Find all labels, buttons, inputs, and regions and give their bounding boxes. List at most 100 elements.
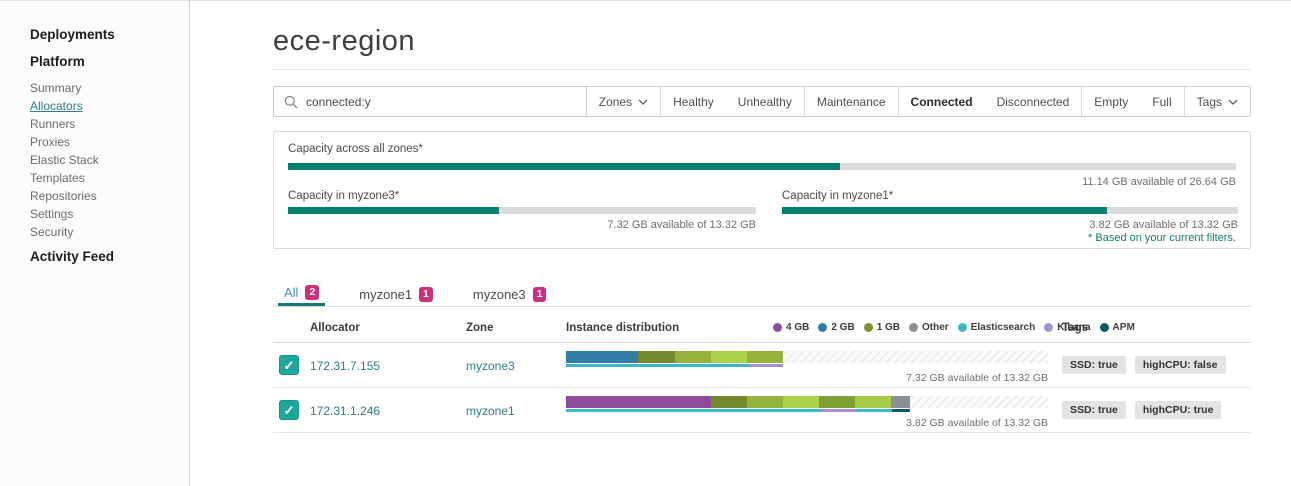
- unhealthy-filter-button[interactable]: Unhealthy: [726, 87, 804, 116]
- distribution-segment: [674, 351, 711, 363]
- capacity-myzone1-label: Capacity in myzone1*: [782, 190, 894, 202]
- tags-cell: SSD: true highCPU: true: [1062, 401, 1222, 419]
- distribution-segment: [891, 396, 910, 408]
- tag-pill: SSD: true: [1062, 401, 1126, 419]
- connected-filter-button[interactable]: Connected: [899, 87, 985, 116]
- tab-myzone1[interactable]: myzone1 1: [353, 280, 439, 306]
- row-available-text: 7.32 GB available of 13.32 GB: [906, 372, 1048, 384]
- platform-nav: Summary Allocators Runners Proxies Elast…: [30, 79, 189, 241]
- distribution-segments: [566, 396, 910, 408]
- zone-link[interactable]: myzone1: [466, 404, 515, 418]
- full-filter-button[interactable]: Full: [1140, 87, 1183, 116]
- row-checkbox[interactable]: ✓: [279, 400, 299, 420]
- distribution-segment: [746, 351, 783, 363]
- sidebar-item-activity-feed[interactable]: Activity Feed: [30, 249, 115, 264]
- sidebar: Deployments Platform Summary Allocators …: [0, 1, 190, 486]
- tab-all[interactable]: All 2: [278, 280, 326, 306]
- distribution-segment: [746, 396, 783, 408]
- maintenance-filter-button[interactable]: Maintenance: [805, 87, 898, 116]
- legend-item-1gb: 1 GB: [863, 322, 900, 333]
- tags-filter-button[interactable]: Tags: [1185, 87, 1250, 116]
- sidebar-item-templates[interactable]: Templates: [30, 171, 85, 185]
- table-header: Allocator Zone Instance distribution 4 G…: [273, 307, 1251, 343]
- sidebar-item-repositories[interactable]: Repositories: [30, 189, 97, 203]
- legend-item-elasticsearch: Elasticsearch: [957, 322, 1035, 333]
- tag-pill: highCPU: true: [1134, 401, 1222, 419]
- distribution-segment: [710, 396, 747, 408]
- sidebar-item-summary[interactable]: Summary: [30, 81, 82, 95]
- disconnected-filter-button[interactable]: Disconnected: [985, 87, 1082, 116]
- distribution-segments: [566, 351, 783, 363]
- zone-tabs: All 2 myzone1 1 myzone3 1: [273, 280, 1251, 307]
- filter-group-zones: Zones: [587, 87, 660, 116]
- legend-dot-icon: [957, 323, 967, 332]
- sidebar-item-settings[interactable]: Settings: [30, 207, 74, 221]
- legend-dot-icon: [909, 323, 919, 332]
- tab-all-count-badge: 2: [305, 285, 320, 300]
- zones-filter-button[interactable]: Zones: [587, 87, 660, 116]
- tab-all-label: All: [284, 285, 299, 300]
- sidebar-item-security[interactable]: Security: [30, 225, 74, 239]
- allocator-link[interactable]: 172.31.1.246: [310, 404, 381, 418]
- column-header-instance-distribution: Instance distribution: [566, 322, 680, 334]
- sidebar-item-deployments[interactable]: Deployments: [30, 27, 115, 42]
- capacity-zone-myzone1: Capacity in myzone1* 3.82 GB available o…: [782, 190, 1238, 231]
- zones-filter-label: Zones: [598, 94, 633, 109]
- distribution-segment: [750, 364, 783, 367]
- distribution-track: [566, 396, 1048, 408]
- row-checkbox[interactable]: ✓: [279, 355, 299, 375]
- column-header-tags: Tags: [1062, 322, 1088, 334]
- sidebar-item-allocators[interactable]: Allocators: [30, 99, 83, 113]
- main-content: ece-region Zones Healthy Unhealthy Maint: [273, 1, 1251, 486]
- sidebar-item-elastic-stack[interactable]: Elastic Stack: [30, 153, 99, 167]
- instance-distribution-bar: 3.82 GB available of 13.32 GB: [566, 396, 1048, 429]
- distribution-segment: [892, 409, 910, 412]
- filter-toolbar: Zones Healthy Unhealthy Maintenance Conn…: [585, 86, 1251, 117]
- legend-item-other: Other: [909, 322, 949, 333]
- capacity-all-zones-available: 11.14 GB available of 26.64 GB: [1082, 176, 1236, 188]
- legend-dot-icon: [1099, 323, 1109, 332]
- check-icon: ✓: [283, 357, 295, 373]
- allocator-link[interactable]: 172.31.7.155: [310, 359, 381, 373]
- distribution-type-strip: [566, 364, 783, 367]
- sidebar-item-runners[interactable]: Runners: [30, 117, 76, 131]
- distribution-segment: [854, 396, 892, 408]
- check-icon: ✓: [283, 402, 295, 418]
- distribution-segment: [818, 396, 855, 408]
- title-divider: [273, 69, 1251, 70]
- capacity-myzone3-fill: [288, 207, 499, 214]
- sidebar-section-platform: Platform: [30, 54, 85, 69]
- capacity-myzone1-available: 3.82 GB available of 13.32 GB: [1089, 219, 1238, 231]
- zone-link[interactable]: myzone3: [466, 359, 515, 373]
- distribution-segment: [782, 396, 819, 408]
- legend-dot-icon: [1044, 323, 1054, 332]
- tab-myzone3[interactable]: myzone3 1: [467, 280, 553, 306]
- filter-group-health: Healthy Unhealthy: [660, 87, 804, 116]
- legend-dot-icon: [773, 323, 782, 332]
- legend-dot-icon: [863, 323, 873, 332]
- empty-filter-button[interactable]: Empty: [1082, 87, 1140, 116]
- capacity-all-zones-bar: [288, 163, 1236, 170]
- distribution-legend: 4 GB 2 GB 1 GB Other Elasticsearch Kiban…: [773, 322, 1135, 333]
- healthy-filter-button[interactable]: Healthy: [661, 87, 726, 116]
- tags-cell: SSD: true highCPU: false: [1062, 356, 1226, 374]
- legend-item-2gb: 2 GB: [818, 322, 855, 333]
- tab-myzone3-label: myzone3: [472, 286, 526, 302]
- tag-pill: highCPU: false: [1134, 356, 1226, 374]
- capacity-myzone1-fill: [782, 207, 1108, 214]
- tags-filter-label: Tags: [1196, 94, 1222, 109]
- filter-group-connection: Connected Disconnected: [897, 87, 1082, 116]
- table-row: ✓ 172.31.7.155 myzone3 7.32 GB available…: [273, 343, 1251, 388]
- row-available-text: 3.82 GB available of 13.32 GB: [906, 417, 1048, 429]
- instance-distribution-bar: 7.32 GB available of 13.32 GB: [566, 351, 1048, 384]
- distribution-track: [566, 351, 1048, 363]
- capacity-footnote: * Based on your current filters.: [1088, 232, 1236, 244]
- tab-myzone1-label: myzone1: [359, 286, 413, 302]
- distribution-segment: [710, 351, 747, 363]
- sidebar-item-proxies[interactable]: Proxies: [30, 135, 71, 149]
- capacity-myzone3-bar: [288, 207, 756, 214]
- legend-item-apm: APM: [1099, 322, 1135, 333]
- capacity-panel: Capacity across all zones* 11.14 GB avai…: [273, 131, 1251, 249]
- distribution-segment: [566, 409, 823, 412]
- distribution-segment: [566, 364, 751, 367]
